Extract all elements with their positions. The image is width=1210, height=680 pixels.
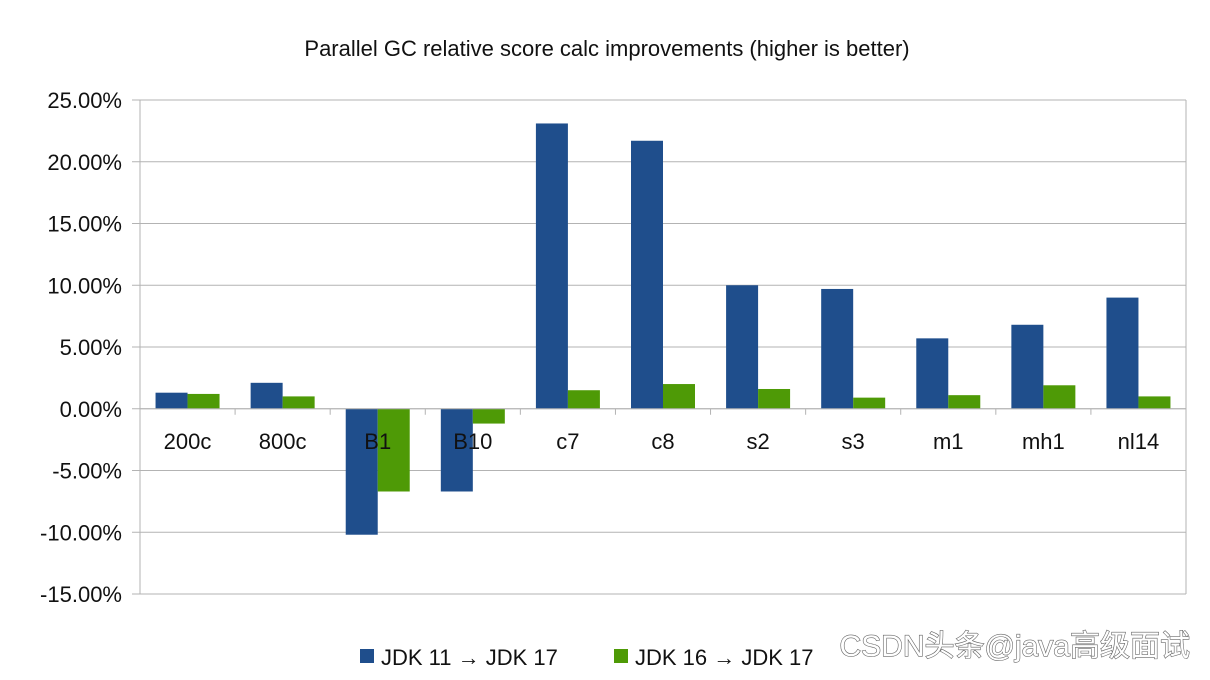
bar-jdk11-jdk17-nl14 bbox=[1106, 297, 1139, 409]
y-tick-label: -10.00% bbox=[40, 520, 122, 545]
x-category-label: B10 bbox=[453, 429, 492, 454]
x-category-label: c8 bbox=[651, 429, 674, 454]
bar-jdk16-jdk17-nl14 bbox=[1138, 396, 1171, 409]
bar-jdk16-jdk17-s3 bbox=[853, 397, 886, 409]
y-axis-ticks: 25.00% 20.00% 15.00% 10.00% 5.00% 0.00% -5.00%… bbox=[40, 88, 122, 607]
bar-jdk11-jdk17-mh1 bbox=[1011, 324, 1044, 409]
bar-jdk16-jdk17-c8 bbox=[663, 384, 695, 409]
y-tick-label: -15.00% bbox=[40, 582, 122, 607]
y-tick-label: 10.00% bbox=[47, 273, 122, 298]
x-category-label: c7 bbox=[556, 429, 579, 454]
x-category-label: s3 bbox=[842, 429, 865, 454]
bar-jdk16-jdk17-200c bbox=[187, 393, 220, 409]
y-tick-label: 5.00% bbox=[60, 335, 122, 360]
y-tick-label: 15.00% bbox=[47, 212, 122, 237]
legend-swatch-jdk11-jdk17 bbox=[360, 649, 374, 663]
y-tick-label: 25.00% bbox=[47, 88, 122, 113]
x-category-label: B1 bbox=[364, 429, 391, 454]
x-category-label: 800c bbox=[259, 429, 307, 454]
bar-jdk16-jdk17-B10 bbox=[472, 408, 505, 424]
bar-jdk11-jdk17-B10 bbox=[440, 408, 473, 492]
x-category-label: nl14 bbox=[1118, 429, 1160, 454]
bar-jdk16-jdk17-mh1 bbox=[1043, 385, 1076, 409]
legend-label-jdk11-jdk17: JDK 11 → JDK 17 bbox=[381, 645, 558, 670]
bar-jdk16-jdk17-m1 bbox=[948, 395, 981, 409]
bar-jdk11-jdk17-s3 bbox=[821, 288, 854, 409]
x-category-label: m1 bbox=[933, 429, 964, 454]
bar-jdk11-jdk17-200c bbox=[155, 392, 188, 409]
bar-jdk11-jdk17-c8 bbox=[631, 140, 663, 409]
chart-title: Parallel GC relative score calc improvem… bbox=[304, 36, 909, 61]
bar-jdk16-jdk17-800c bbox=[282, 396, 315, 409]
bar-jdk11-jdk17-c7 bbox=[535, 123, 568, 409]
watermark: CSDN头条@java高级面试 bbox=[840, 630, 1191, 663]
bar-jdk16-jdk17-c7 bbox=[567, 390, 600, 409]
legend: JDK 11 → JDK 17 JDK 16 → JDK 17 bbox=[360, 645, 814, 670]
bar-jdk16-jdk17-s2 bbox=[758, 388, 791, 409]
legend-label-jdk16-jdk17: JDK 16 → JDK 17 bbox=[635, 645, 814, 670]
legend-swatch-jdk16-jdk17 bbox=[614, 649, 628, 663]
x-category-label: 200c bbox=[164, 429, 212, 454]
bar-jdk16-jdk17-B1 bbox=[377, 408, 410, 492]
x-axis-category-labels: 200c 800c B1 B10 c7 c8 s2 s3 m1 mh1 nl14 bbox=[164, 429, 1160, 454]
y-tick-label: 0.00% bbox=[60, 397, 122, 422]
bar-jdk11-jdk17-m1 bbox=[916, 338, 949, 409]
x-category-label: mh1 bbox=[1022, 429, 1065, 454]
bar-jdk11-jdk17-s2 bbox=[726, 285, 759, 409]
bar-jdk11-jdk17-800c bbox=[250, 382, 283, 409]
x-category-label: s2 bbox=[746, 429, 769, 454]
bars bbox=[140, 123, 1186, 535]
y-tick-label: 20.00% bbox=[47, 150, 122, 175]
y-tick-label: -5.00% bbox=[52, 459, 122, 484]
bar-jdk11-jdk17-B1 bbox=[345, 408, 378, 535]
